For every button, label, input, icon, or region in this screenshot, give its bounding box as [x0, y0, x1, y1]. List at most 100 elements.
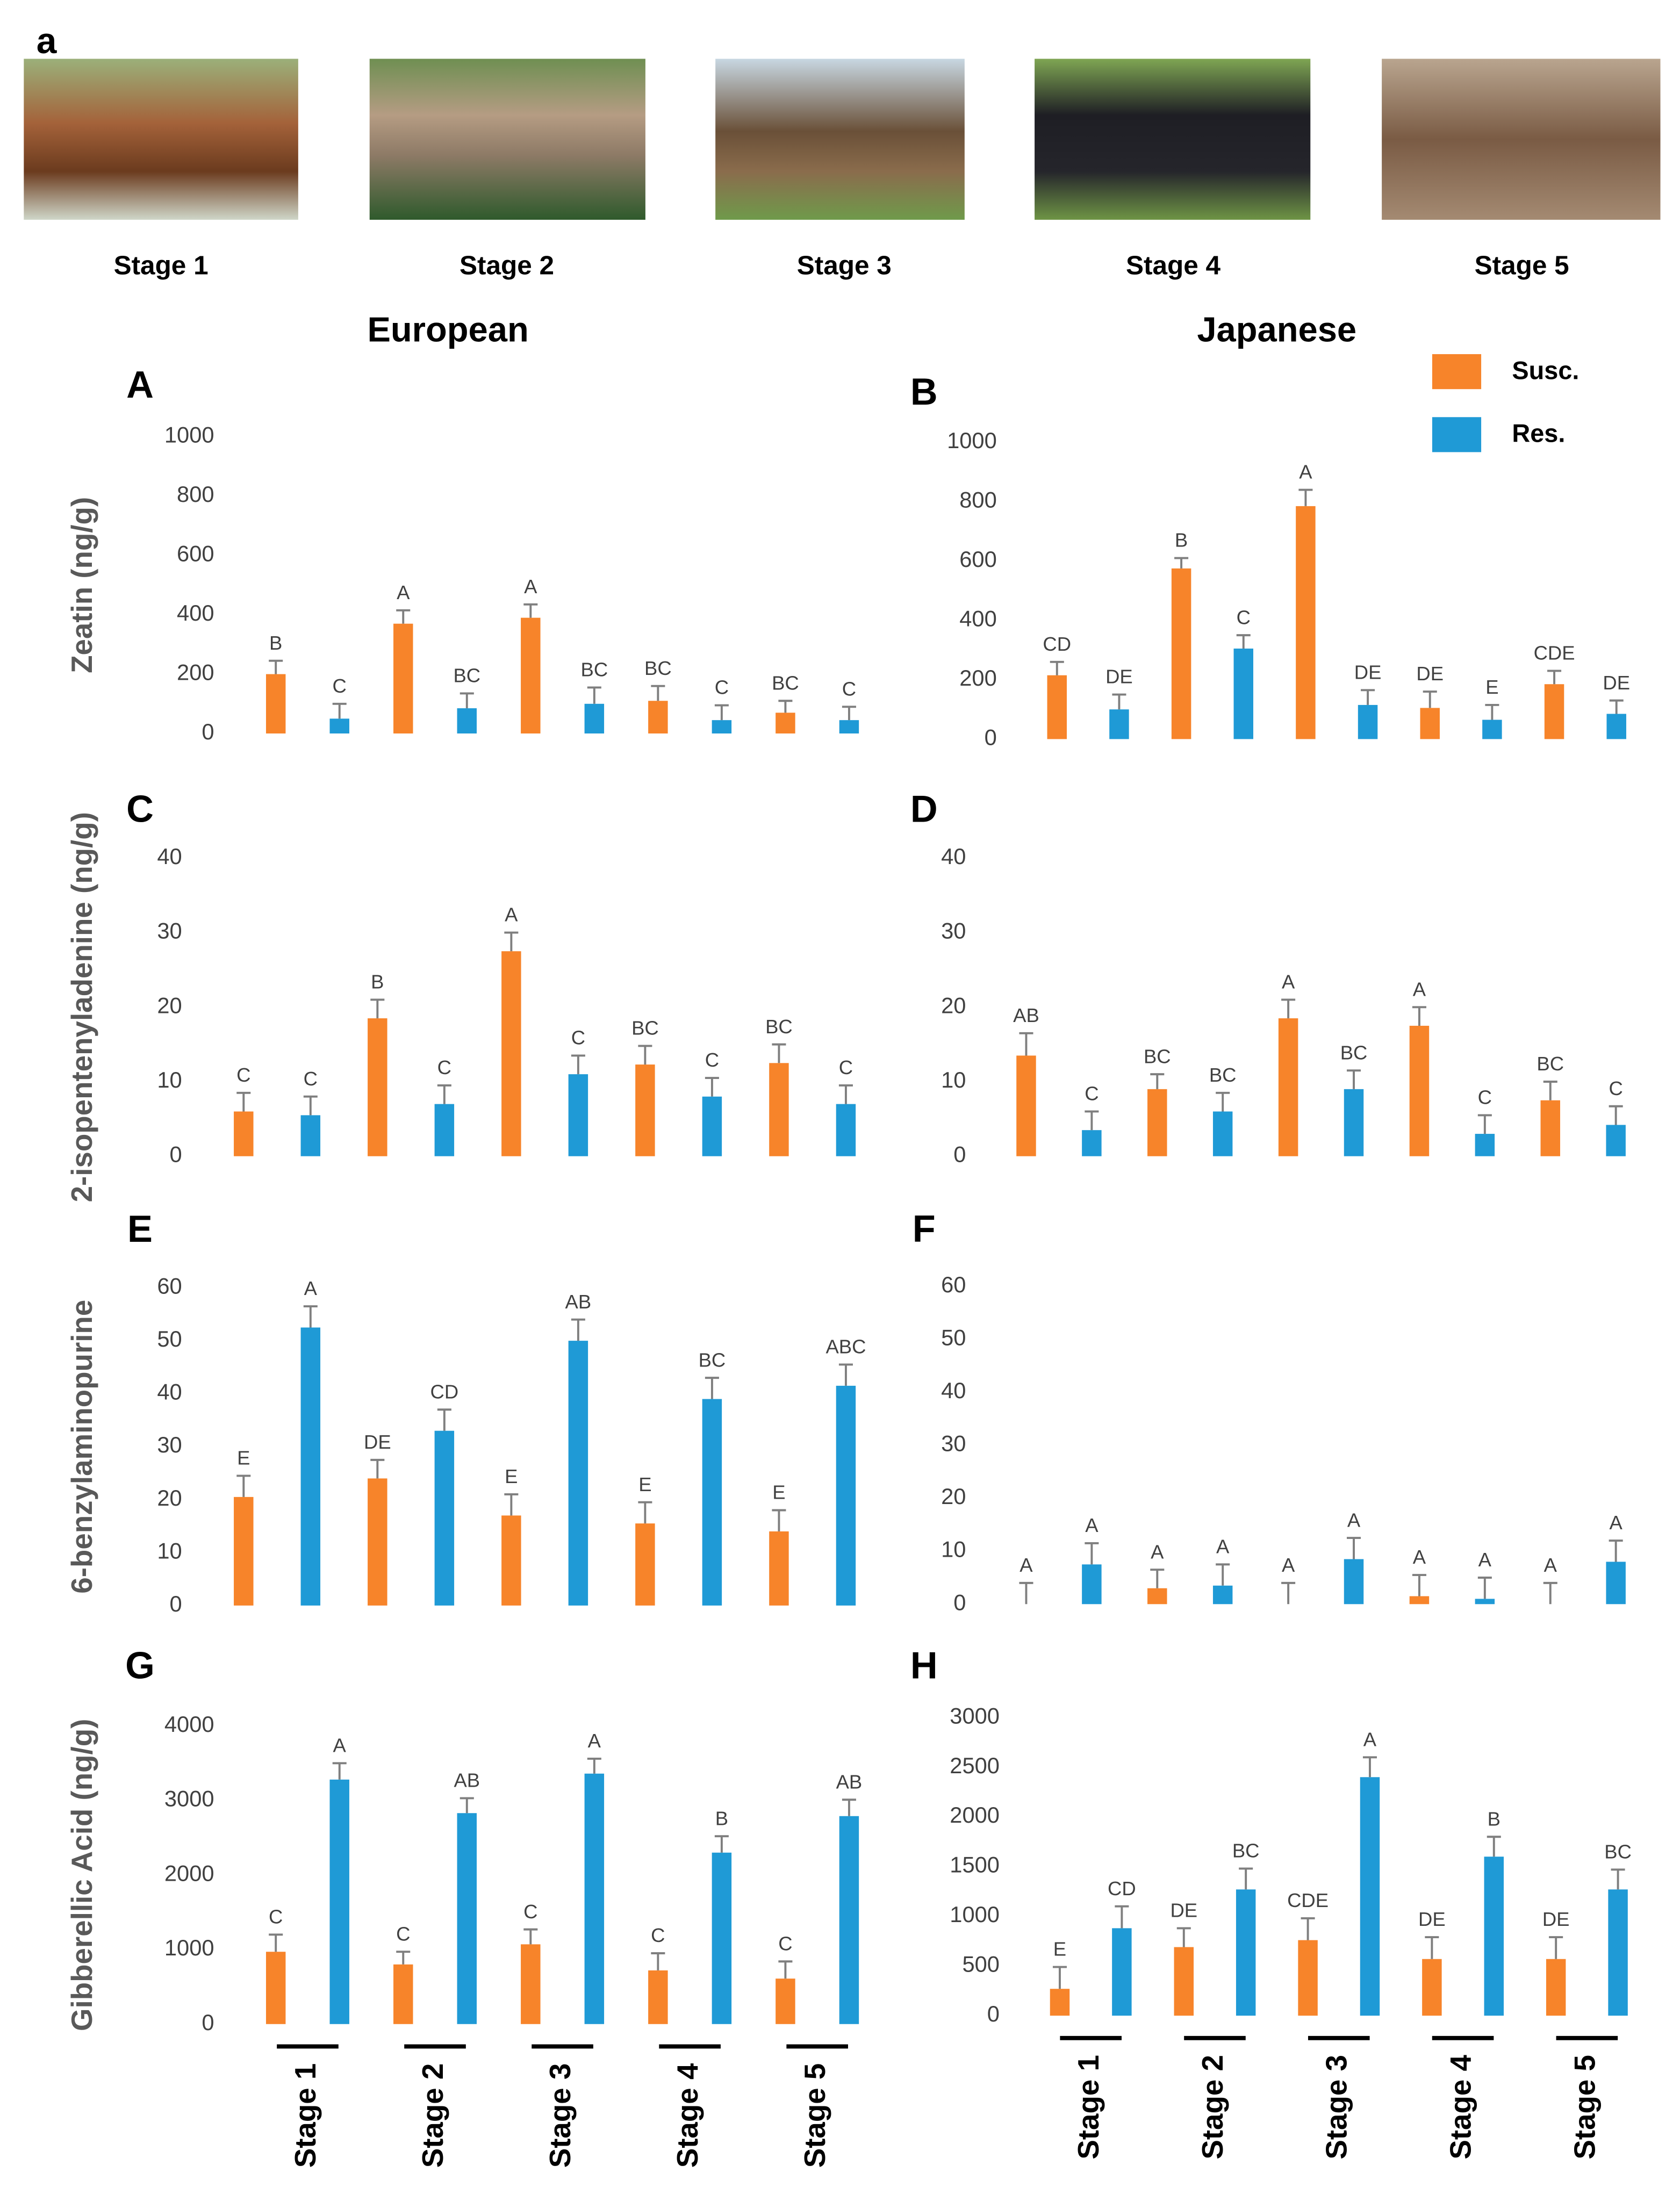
bar	[1606, 1562, 1626, 1605]
bar	[1358, 704, 1378, 739]
y-tick-label: 30	[157, 918, 182, 944]
y-tick-label: 10	[157, 1067, 182, 1092]
y-tick-label: 0	[202, 2010, 214, 2035]
panel-label: C	[126, 787, 154, 830]
y-axis-label: Gibberellic Acid (ng/g)	[65, 1719, 98, 2031]
bar	[457, 708, 477, 734]
legend-swatch	[1432, 354, 1482, 390]
error-bar	[778, 1960, 793, 1979]
error-bar	[437, 1084, 451, 1104]
bar	[1212, 1111, 1233, 1156]
bar	[648, 701, 668, 734]
error-bar	[1298, 488, 1313, 506]
error-bar	[1236, 634, 1251, 649]
significance-label: C	[1478, 1087, 1492, 1109]
error-bar	[651, 1952, 665, 1970]
y-tick-label: 50	[941, 1325, 966, 1350]
significance-label: A	[1544, 1554, 1557, 1576]
error-bar	[236, 1091, 251, 1112]
bar	[368, 1018, 387, 1156]
column-title: European	[367, 310, 528, 349]
photo	[369, 59, 645, 220]
y-tick-label: 4000	[164, 1711, 214, 1737]
bar	[1409, 1025, 1430, 1156]
y-tick-label: 500	[962, 1952, 1000, 1977]
error-bar	[523, 603, 538, 618]
bar	[839, 1816, 859, 2024]
error-bar	[1543, 1581, 1557, 1605]
error-bar	[1609, 1105, 1623, 1125]
y-tick-label: 1000	[164, 1935, 214, 1960]
significance-label: BC	[765, 1016, 793, 1038]
bar	[1296, 506, 1316, 739]
stage-label: Stage 5	[1475, 251, 1569, 280]
error-bar	[1115, 1905, 1129, 1929]
error-bar	[396, 1951, 411, 1965]
y-tick-label: 3000	[164, 1786, 214, 1811]
significance-label: A	[1363, 1728, 1377, 1750]
significance-label: A	[1282, 971, 1295, 993]
error-bar	[236, 1474, 251, 1497]
y-tick-label: 800	[959, 487, 997, 513]
significance-label: DE	[1416, 663, 1444, 685]
error-bar	[638, 1501, 652, 1524]
significance-label: C	[269, 1905, 283, 1927]
significance-label: B	[1488, 1808, 1500, 1830]
y-tick-label: 200	[959, 665, 997, 690]
error-bar	[370, 1458, 385, 1479]
significance-label: A	[1282, 1554, 1295, 1576]
error-bar	[1346, 1537, 1361, 1559]
y-tick-label: 60	[941, 1272, 966, 1297]
significance-label: A	[1413, 978, 1426, 1000]
y-tick-label: 20	[941, 1484, 966, 1509]
y-tick-label: 0	[953, 1142, 966, 1167]
bar	[1236, 1889, 1256, 2016]
significance-label: BC	[631, 1017, 659, 1039]
error-bar	[1281, 998, 1296, 1019]
significance-label: A	[524, 575, 537, 598]
bar	[1482, 720, 1502, 739]
bar	[265, 1952, 286, 2024]
significance-label: DE	[1603, 672, 1630, 694]
significance-label: DE	[1354, 661, 1382, 683]
significance-label: A	[304, 1277, 318, 1299]
x-tick-label: Stage 2	[416, 2063, 449, 2168]
bar	[1546, 1959, 1566, 2016]
significance-label: DE	[1542, 1908, 1570, 1930]
bar	[393, 1964, 413, 2024]
significance-label: A	[1020, 1554, 1033, 1576]
bar	[234, 1111, 254, 1156]
bar	[702, 1096, 722, 1156]
bar	[1422, 1959, 1442, 2016]
y-tick-label: 400	[959, 606, 997, 631]
significance-label: C	[839, 1056, 853, 1078]
significance-label: DE	[364, 1431, 391, 1453]
significance-label: A	[397, 581, 410, 603]
error-bar	[1477, 1577, 1492, 1599]
bar	[1409, 1596, 1430, 1605]
error-bar	[1112, 693, 1126, 710]
error-bar	[1052, 1966, 1067, 1989]
y-tick-label: 40	[157, 1379, 182, 1405]
significance-label: CD	[1108, 1877, 1136, 1900]
significance-label: C	[304, 1068, 318, 1090]
error-bar	[1019, 1032, 1033, 1056]
photo	[715, 59, 965, 220]
y-tick-label: 600	[177, 541, 214, 566]
significance-label: C	[778, 1932, 792, 1954]
error-bar	[638, 1045, 652, 1065]
panel-label: G	[125, 1644, 155, 1687]
bar	[1344, 1089, 1364, 1156]
bar	[329, 718, 349, 734]
stage-label: Stage 3	[797, 251, 892, 280]
significance-label: E	[1053, 1938, 1066, 1960]
error-bar	[1216, 1563, 1230, 1586]
bar	[457, 1813, 477, 2024]
significance-label: B	[371, 971, 384, 993]
bar	[521, 617, 541, 734]
error-bar	[778, 700, 793, 713]
bar	[1608, 1889, 1628, 2016]
bar	[769, 1531, 789, 1606]
error-bar	[1050, 660, 1064, 675]
